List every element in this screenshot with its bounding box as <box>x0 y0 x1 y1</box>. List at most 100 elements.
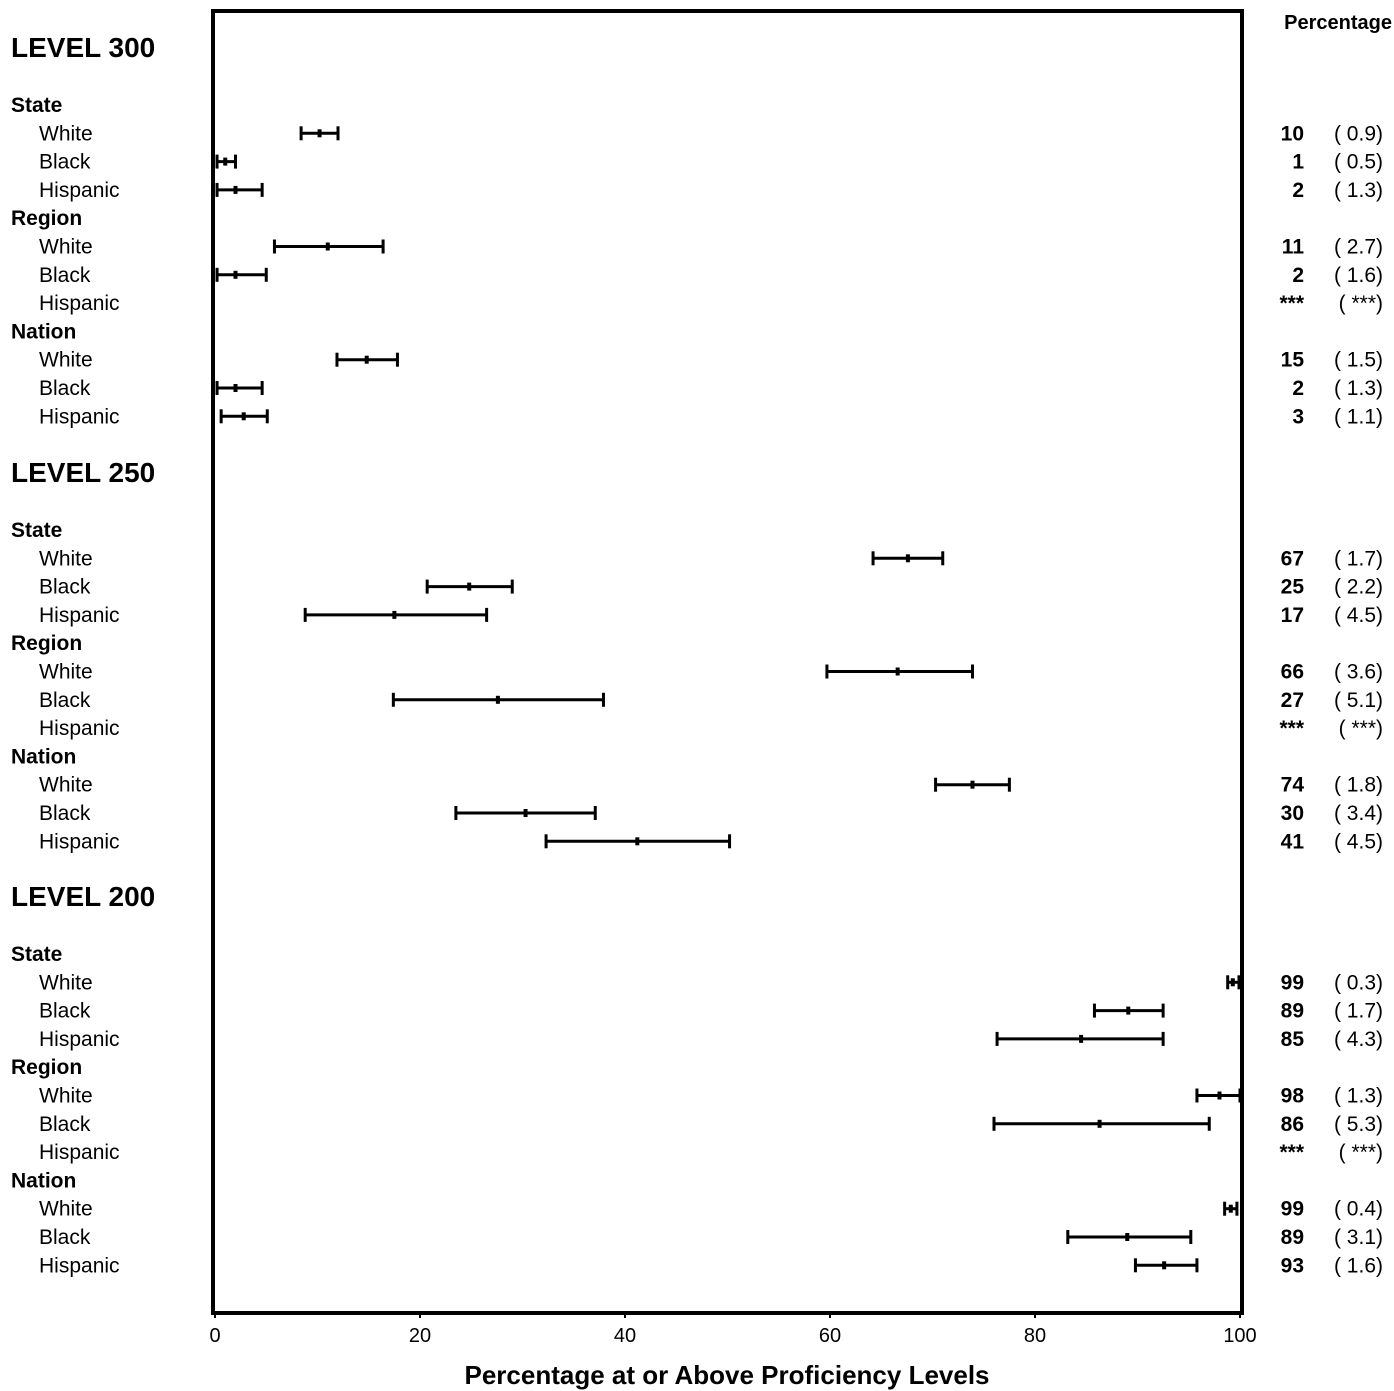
percentage-value: 89 <box>1281 1000 1304 1023</box>
percentage-value: 98 <box>1281 1085 1305 1108</box>
standard-error-value: ( 1.7) <box>1334 547 1383 570</box>
percentage-value: 2 <box>1292 264 1304 287</box>
x-axis-title: Percentage at or Above Proficiency Level… <box>464 1360 989 1390</box>
row-label: Hispanic <box>39 830 120 853</box>
x-tick-label: 0 <box>209 1325 220 1347</box>
row-label: White <box>39 661 93 684</box>
standard-error-value: ( ***) <box>1339 292 1383 315</box>
row-label: Hispanic <box>39 1254 120 1277</box>
row-label: Hispanic <box>39 1028 120 1051</box>
group-label: Nation <box>11 745 76 768</box>
plot-frame <box>211 9 1244 1315</box>
percentage-value: *** <box>1279 292 1304 315</box>
percentage-value: 27 <box>1281 689 1304 712</box>
row-label: Hispanic <box>39 405 120 428</box>
x-tick-label: 100 <box>1223 1325 1256 1347</box>
group-label: Region <box>11 1056 82 1079</box>
row-label: White <box>39 349 93 372</box>
group-label: Region <box>11 632 82 655</box>
row-label: White <box>39 1198 93 1221</box>
row-label: White <box>39 774 93 797</box>
standard-error-value: ( 1.5) <box>1334 349 1383 372</box>
percentage-value: 41 <box>1281 830 1305 853</box>
row-label: White <box>39 971 93 994</box>
standard-error-value: ( 1.7) <box>1334 1000 1383 1023</box>
row-label: Black <box>39 689 91 712</box>
standard-error-value: ( 1.3) <box>1334 377 1383 400</box>
percentage-value: 99 <box>1281 1198 1304 1221</box>
row-label: Hispanic <box>39 604 120 627</box>
percentage-column-header: Percentage <box>1284 12 1392 34</box>
x-axis: 0 20 40 60 80 100 <box>209 1311 1257 1347</box>
x-tick-label: 20 <box>409 1325 431 1347</box>
row-label: White <box>39 1085 93 1108</box>
standard-error-value: ( 3.1) <box>1334 1226 1383 1249</box>
standard-error-value: ( ***) <box>1339 1141 1383 1164</box>
rows-layer: LEVEL 300 State White 10 ( 0.9) Black 1 ( 0.5) H… <box>11 32 1383 1277</box>
percentage-value: 25 <box>1281 576 1305 599</box>
percentage-value: 85 <box>1281 1028 1305 1051</box>
percentage-value: 67 <box>1281 547 1304 570</box>
standard-error-value: ( 5.1) <box>1334 689 1383 712</box>
standard-error-value: ( 1.6) <box>1334 1254 1383 1277</box>
standard-error-value: ( 1.6) <box>1334 264 1383 287</box>
group-label: State <box>11 943 62 966</box>
group-label: State <box>11 519 62 542</box>
percentage-value: 86 <box>1281 1113 1304 1136</box>
level-title: LEVEL 250 <box>11 457 155 488</box>
row-label: Black <box>39 377 91 400</box>
row-label: Hispanic <box>39 179 120 202</box>
group-label: Region <box>11 207 82 230</box>
standard-error-value: ( 5.3) <box>1334 1113 1383 1136</box>
standard-error-value: ( ***) <box>1339 717 1383 740</box>
row-label: Black <box>39 1000 91 1023</box>
row-label: Black <box>39 264 91 287</box>
row-label: Hispanic <box>39 292 120 315</box>
standard-error-value: ( 3.4) <box>1334 802 1383 825</box>
percentage-value: 30 <box>1281 802 1304 825</box>
row-label: Black <box>39 1226 91 1249</box>
row-label: Black <box>39 576 91 599</box>
level-title: LEVEL 300 <box>11 32 155 63</box>
percentage-value: 93 <box>1281 1254 1304 1277</box>
standard-error-value: ( 4.5) <box>1334 604 1383 627</box>
standard-error-value: ( 1.3) <box>1334 179 1383 202</box>
percentage-value: 11 <box>1282 236 1305 259</box>
percentage-value: 99 <box>1281 971 1304 994</box>
group-label: State <box>11 94 62 117</box>
row-label: White <box>39 236 93 259</box>
percentage-value: 89 <box>1281 1226 1304 1249</box>
percentage-value: 66 <box>1281 661 1304 684</box>
standard-error-value: ( 4.5) <box>1334 830 1383 853</box>
percentage-value: *** <box>1279 1141 1304 1164</box>
percentage-value: 15 <box>1281 349 1305 372</box>
standard-error-value: ( 1.1) <box>1334 405 1383 428</box>
standard-error-value: ( 2.2) <box>1334 576 1383 599</box>
percentage-value: *** <box>1279 717 1304 740</box>
row-label: Hispanic <box>39 717 120 740</box>
row-label: White <box>39 547 93 570</box>
standard-error-value: ( 0.3) <box>1334 971 1383 994</box>
x-tick-label: 40 <box>614 1325 636 1347</box>
row-label: Black <box>39 1113 91 1136</box>
percentage-value: 10 <box>1281 122 1304 145</box>
x-tick-label: 60 <box>819 1325 841 1347</box>
standard-error-value: ( 3.6) <box>1334 661 1383 684</box>
standard-error-value: ( 1.8) <box>1334 774 1383 797</box>
standard-error-value: ( 0.4) <box>1334 1198 1383 1221</box>
standard-error-value: ( 1.3) <box>1334 1085 1383 1108</box>
standard-error-value: ( 0.9) <box>1334 122 1383 145</box>
row-label: Black <box>39 802 91 825</box>
standard-error-value: ( 2.7) <box>1334 236 1383 259</box>
row-label: Black <box>39 151 91 174</box>
standard-error-value: ( 4.3) <box>1334 1028 1383 1051</box>
standard-error-value: ( 0.5) <box>1334 151 1383 174</box>
group-label: Nation <box>11 320 76 343</box>
percentage-value: 1 <box>1292 151 1304 174</box>
level-title: LEVEL 200 <box>11 881 155 912</box>
percentage-value: 2 <box>1292 179 1304 202</box>
x-tick-label: 80 <box>1024 1325 1046 1347</box>
row-label: Hispanic <box>39 1141 120 1164</box>
